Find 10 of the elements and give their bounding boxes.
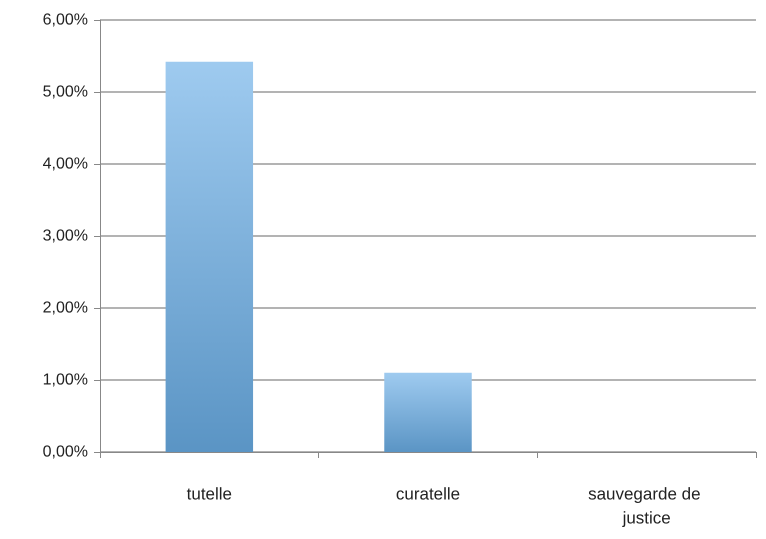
x-tick-label: curatelle: [396, 484, 460, 504]
x-tick-label: sauvegarde de justice: [588, 484, 706, 528]
y-tick-label: 1,00%: [42, 372, 88, 388]
y-tick-label: 6,00%: [42, 12, 88, 28]
y-tick-label: 0,00%: [42, 444, 88, 460]
y-tick-label: 2,00%: [42, 300, 88, 316]
y-tick-label: 5,00%: [42, 84, 88, 100]
x-tick-label: tutelle: [186, 484, 232, 504]
y-tick-label: 4,00%: [42, 156, 88, 172]
y-tick-label: 3,00%: [42, 228, 88, 244]
